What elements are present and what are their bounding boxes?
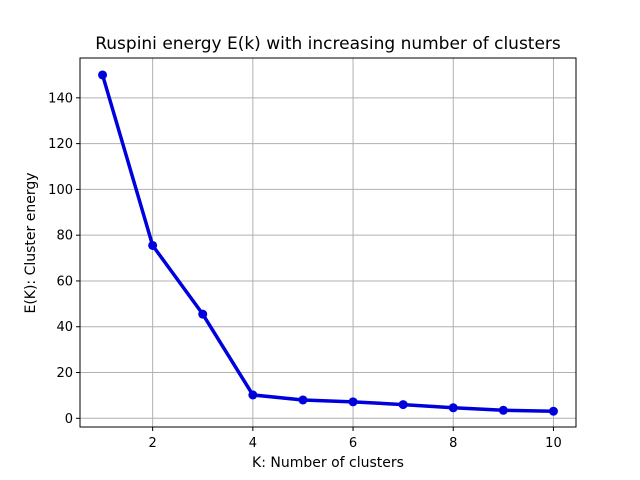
data-point [548,406,558,416]
x-tick-label: 6 [349,436,357,451]
x-axis-title: K: Number of clusters [252,455,404,471]
data-point [498,405,508,415]
x-tick-label: 4 [249,436,257,451]
data-point [198,309,208,319]
y-tick-label: 80 [56,229,73,244]
y-tick-label: 20 [56,366,73,381]
data-point [98,70,108,80]
y-tick-label: 100 [48,183,73,198]
x-tick-label: 2 [149,436,157,451]
series-line [100,73,556,413]
x-tick-label: 8 [449,436,457,451]
series-layer [98,70,558,416]
y-axis-title: E(K): Cluster energy [23,172,39,313]
grid [80,58,576,427]
data-point [148,240,158,250]
chart-title: Ruspini energy E(k) with increasing numb… [95,34,561,54]
y-tick-label: 40 [56,320,73,335]
x-tick-label: 10 [545,436,562,451]
data-point [348,397,358,407]
y-tick-label: 120 [48,137,73,152]
data-point [448,403,458,413]
y-tick-label: 60 [56,274,73,289]
plot-area-frame [79,57,577,428]
data-point [298,395,308,405]
y-tick-label: 140 [48,91,73,106]
data-point [248,390,258,400]
y-tick-label: 0 [65,412,73,427]
data-point [398,400,408,410]
